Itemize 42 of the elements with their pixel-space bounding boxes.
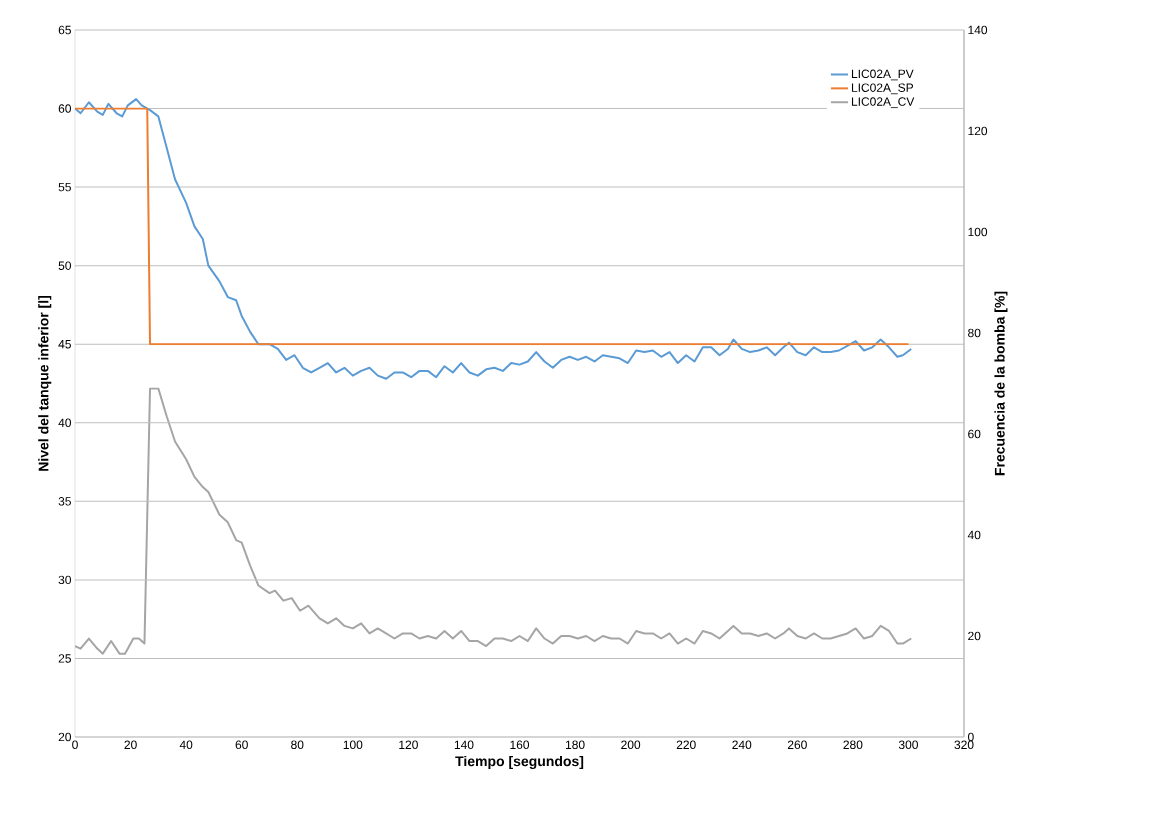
x-tick-label: 80 bbox=[291, 740, 304, 750]
y-tick-label: 65 bbox=[58, 25, 71, 35]
x-tick-label: 60 bbox=[235, 740, 248, 750]
y2-tick-label: 0 bbox=[968, 732, 974, 742]
x-tick-label: 300 bbox=[898, 740, 918, 750]
x-tick-label: 20 bbox=[124, 740, 137, 750]
x-tick-label: 40 bbox=[179, 740, 193, 750]
y2-tick-label: 120 bbox=[968, 126, 988, 136]
y2-tick-label: 80 bbox=[968, 328, 981, 338]
x-tick-label: 0 bbox=[72, 740, 78, 750]
y2-axis-title: Frecuencia de la bomba [%] bbox=[994, 291, 1008, 476]
y-tick-label: 25 bbox=[58, 654, 71, 663]
x-tick-label: 200 bbox=[621, 740, 641, 750]
y2-tick-label: 140 bbox=[968, 25, 988, 35]
x-tick-label: 140 bbox=[454, 740, 474, 750]
y-tick-label: 35 bbox=[58, 497, 71, 506]
y-tick-label: 60 bbox=[58, 104, 72, 113]
y-axis-title: Nivel del tanque inferior [l] bbox=[38, 295, 52, 471]
x-tick-label: 260 bbox=[787, 740, 807, 750]
x-tick-label: 220 bbox=[676, 740, 696, 750]
legend-label: LIC02A_CV bbox=[851, 97, 915, 109]
y2-tick-label: 100 bbox=[968, 227, 988, 237]
y2-tick-label: 60 bbox=[968, 429, 981, 439]
x-tick-label: 240 bbox=[732, 740, 752, 750]
x-tick-label: 280 bbox=[843, 740, 863, 750]
line-series bbox=[75, 98, 913, 380]
y-tick-label: 55 bbox=[58, 182, 71, 192]
y-tick-label: 45 bbox=[58, 340, 71, 349]
x-axis-title: Tiempo [segundos] bbox=[455, 755, 584, 769]
y-tick-label: 30 bbox=[58, 575, 72, 585]
x-tick-label: 120 bbox=[399, 740, 418, 750]
y2-tick-label: 20 bbox=[968, 631, 981, 641]
legend-label: LIC02A_PV bbox=[851, 69, 914, 81]
x-tick-label: 320 bbox=[954, 740, 974, 750]
x-tick-label: 180 bbox=[565, 740, 585, 750]
legend-label: LIC02A_SP bbox=[851, 83, 914, 95]
x-tick-label: 160 bbox=[510, 740, 530, 750]
y2-tick-label: 40 bbox=[967, 530, 981, 540]
y-tick-label: 20 bbox=[58, 732, 72, 742]
x-tick-label: 100 bbox=[343, 740, 363, 750]
y-tick-label: 50 bbox=[58, 261, 72, 270]
y-tick-label: 40 bbox=[58, 418, 72, 428]
